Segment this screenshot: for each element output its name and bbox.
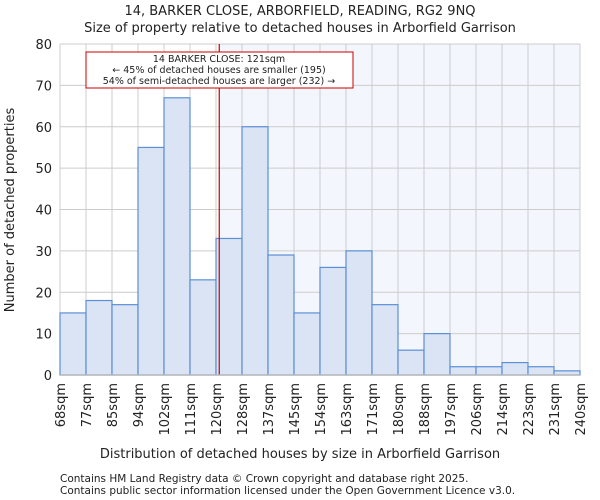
histogram-bar — [527, 366, 555, 376]
y-axis-label: Number of detached properties — [3, 108, 18, 313]
y-tick-label: 80 — [35, 38, 52, 53]
x-tick-label: 94sqm — [132, 383, 147, 427]
histogram-bar — [111, 304, 139, 376]
y-tick-label: 50 — [35, 162, 52, 177]
histogram-bar — [267, 254, 295, 376]
x-tick-label: 120sqm — [210, 383, 225, 436]
histogram-bar — [423, 333, 451, 376]
histogram-bar — [85, 299, 113, 376]
histogram-bar — [371, 304, 399, 376]
y-tick-label: 0 — [44, 369, 52, 384]
y-tick-label: 20 — [35, 286, 52, 301]
histogram-bar — [319, 266, 347, 376]
x-tick-label: 180sqm — [392, 383, 407, 436]
histogram-bar — [137, 146, 165, 376]
y-tick-label: 30 — [35, 245, 52, 260]
y-tick-label: 10 — [35, 328, 52, 343]
annotation-line-3: 54% of semi-detached houses are larger (… — [103, 76, 336, 87]
chart-subtitle: Size of property relative to detached ho… — [84, 21, 516, 36]
x-tick-label: 214sqm — [496, 383, 511, 436]
histogram-bar — [449, 366, 477, 376]
histogram-bar — [241, 126, 269, 376]
x-axis-label: Distribution of detached houses by size … — [100, 447, 500, 462]
footer-line-2: Contains public sector information licen… — [60, 485, 515, 497]
annotation-box: 14 BARKER CLOSE: 121sqm ← 45% of detache… — [85, 51, 354, 89]
histogram-bar — [293, 312, 321, 376]
x-tick-label: 77sqm — [80, 383, 95, 427]
x-tick-label: 111sqm — [184, 383, 199, 436]
annotation-line-2: ← 45% of detached houses are smaller (19… — [112, 65, 325, 76]
x-tick-label: 102sqm — [158, 383, 173, 436]
y-tick-label: 70 — [35, 79, 52, 94]
x-tick-label: 163sqm — [340, 383, 355, 436]
x-tick-label: 68sqm — [54, 383, 69, 427]
histogram-bar — [501, 361, 529, 376]
chart-title: 14, BARKER CLOSE, ARBORFIELD, READING, R… — [124, 4, 475, 19]
y-tick-label: 60 — [35, 121, 52, 136]
annotation-line-1: 14 BARKER CLOSE: 121sqm — [153, 54, 285, 65]
histogram-bar — [189, 279, 217, 376]
histogram-bar — [163, 97, 191, 376]
footer-line-1: Contains HM Land Registry data © Crown c… — [60, 473, 468, 485]
x-tick-label: 197sqm — [444, 383, 459, 436]
histogram-bar — [59, 312, 87, 376]
histogram-bar — [345, 250, 373, 376]
x-tick-label: 154sqm — [314, 383, 329, 436]
x-tick-label: 145sqm — [288, 383, 303, 436]
y-tick-label: 40 — [35, 204, 52, 219]
x-tick-label: 171sqm — [366, 383, 381, 436]
x-tick-label: 231sqm — [548, 383, 563, 436]
x-tick-label: 128sqm — [236, 383, 251, 436]
x-tick-label: 137sqm — [262, 383, 277, 436]
histogram-bar — [475, 366, 503, 376]
x-tick-label: 85sqm — [106, 383, 121, 427]
histogram-bar — [215, 237, 243, 376]
x-tick-label: 240sqm — [574, 383, 589, 436]
x-tick-label: 206sqm — [470, 383, 485, 436]
histogram-bar — [397, 349, 425, 376]
x-tick-label: 188sqm — [418, 383, 433, 436]
x-tick-label: 223sqm — [522, 383, 537, 436]
